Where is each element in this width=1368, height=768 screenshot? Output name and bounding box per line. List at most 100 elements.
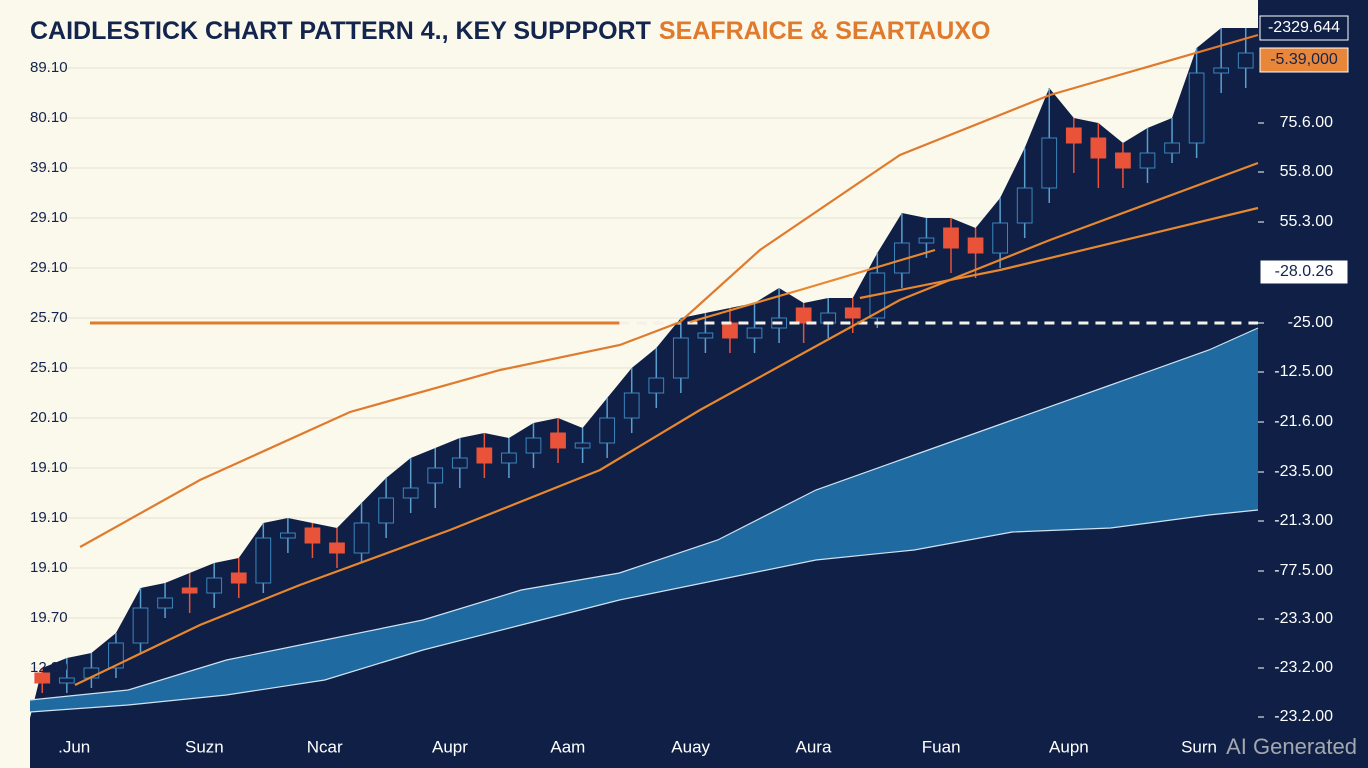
candle-body — [1090, 137, 1107, 159]
candle-body — [427, 467, 444, 484]
band-edge — [29, 327, 1259, 701]
y-tick-label: 29.10 — [30, 259, 68, 276]
y-tick-label: 19.10 — [30, 509, 68, 526]
title-accent: SEAFRAICE & SEARTAUXO — [659, 17, 991, 45]
candle-body — [157, 597, 173, 609]
x-tick-label: Suzn — [185, 737, 224, 756]
candle-body — [1213, 67, 1230, 74]
candle-body — [525, 437, 542, 454]
y-tick-label: 80.10 — [30, 109, 68, 126]
candle-body — [1016, 187, 1033, 224]
price-tag-label: -28.0.26 — [1275, 263, 1334, 280]
y2-tick-label: -21.6.00 — [1274, 413, 1333, 430]
candle-body — [476, 447, 493, 464]
candle-body — [918, 237, 935, 244]
candle-body — [304, 527, 321, 544]
candle-body — [992, 222, 1008, 254]
candle-body — [697, 332, 714, 339]
candle-body — [1041, 137, 1058, 189]
trend-line — [74, 161, 1259, 686]
candle-body — [34, 672, 51, 684]
candle-body — [844, 307, 861, 319]
candle-body — [402, 487, 419, 499]
y-tick-label: 19.10 — [30, 459, 68, 476]
candle-body — [280, 532, 296, 539]
price-tag-label: -2329.644 — [1268, 19, 1340, 36]
band-edge — [29, 509, 1259, 713]
y-tick-label: 12.30 — [30, 659, 68, 676]
candle-body — [672, 337, 689, 379]
price-tag-label: -5.39,000 — [1270, 51, 1338, 68]
trend-line — [689, 248, 936, 324]
candle-body — [599, 417, 616, 444]
candle-body — [181, 587, 198, 594]
chart-title: CAIDLESTICK CHART PATTERN 4., KEY SUPPPO… — [30, 17, 990, 45]
candle-body — [943, 227, 959, 249]
candle-body — [329, 542, 345, 554]
y-tick-label: 25.10 — [30, 359, 68, 376]
candle-body — [1188, 72, 1205, 144]
candle-body — [648, 377, 665, 394]
y-tick-label: 39.10 — [30, 159, 68, 176]
x-tick-label: Aam — [550, 737, 585, 756]
y2-tick-label: -23.3.00 — [1274, 610, 1333, 627]
y2-tick-label: 55.8.00 — [1280, 163, 1333, 180]
x-tick-label: Ncar — [307, 737, 343, 756]
candle-body — [1139, 152, 1156, 169]
y2-tick-label: 55.3.00 — [1280, 213, 1333, 230]
candle-body — [206, 577, 223, 594]
candle-body — [378, 497, 394, 524]
watermark: AI Generated — [1226, 734, 1357, 759]
candle-body — [58, 677, 75, 684]
candle-body — [230, 572, 247, 584]
y2-tick-label: -77.5.00 — [1274, 562, 1333, 579]
candle-body — [623, 392, 640, 419]
x-tick-label: Aupn — [1049, 737, 1089, 756]
candle-body — [353, 522, 370, 554]
y-tick-label: 19.70 — [30, 609, 68, 626]
y2-tick-label: -23.2.00 — [1274, 708, 1333, 725]
y2-tick-label: 75.6.00 — [1280, 114, 1333, 131]
candle-body — [108, 642, 124, 669]
right-axis-panel — [1258, 0, 1368, 768]
candle-body — [795, 307, 812, 324]
y-tick-label: 19.10 — [30, 559, 68, 576]
y-tick-label: 20.10 — [30, 409, 68, 426]
x-tick-label: Auay — [671, 737, 710, 756]
candle-body — [451, 457, 468, 469]
candle-body — [1115, 152, 1131, 169]
y2-tick-label: -12.5.00 — [1274, 363, 1333, 380]
y2-tick-label: -25.00 — [1288, 314, 1333, 331]
x-tick-label: .Jun — [58, 737, 90, 756]
y2-tick-label: -23.2.00 — [1274, 659, 1333, 676]
candle-body — [722, 322, 738, 339]
y-tick-label: 89.10 — [30, 59, 68, 76]
candle-body — [501, 452, 517, 464]
x-tick-label: Surn — [1181, 737, 1217, 756]
y2-tick-label: -23.5.00 — [1274, 463, 1333, 480]
band-fill — [30, 328, 1258, 712]
y-tick-label: 25.70 — [30, 309, 68, 326]
candle-body — [1164, 142, 1180, 154]
x-tick-label: Fuan — [922, 737, 961, 756]
y2-tick-label: -21.3.00 — [1274, 512, 1333, 529]
candle-body — [746, 327, 763, 339]
candle-body — [255, 537, 272, 584]
candle-body — [1237, 52, 1254, 69]
x-tick-label: Aupr — [432, 737, 468, 756]
title-main: CAIDLESTICK CHART PATTERN 4., KEY SUPPPO… — [30, 17, 651, 45]
x-tick-label: Aura — [796, 737, 832, 756]
candle-body — [132, 607, 149, 644]
y-tick-label: 29.10 — [30, 209, 68, 226]
trend-line — [79, 33, 1259, 548]
candle-body — [550, 432, 566, 449]
candle-body — [574, 442, 591, 449]
bottom-axis-panel — [30, 718, 1258, 768]
price-tag — [1259, 15, 1349, 41]
price-tag — [1259, 47, 1349, 73]
trend-line — [859, 206, 1259, 300]
candle-body — [1065, 127, 1082, 144]
candle-body — [967, 237, 984, 254]
price-tag — [1259, 259, 1349, 285]
